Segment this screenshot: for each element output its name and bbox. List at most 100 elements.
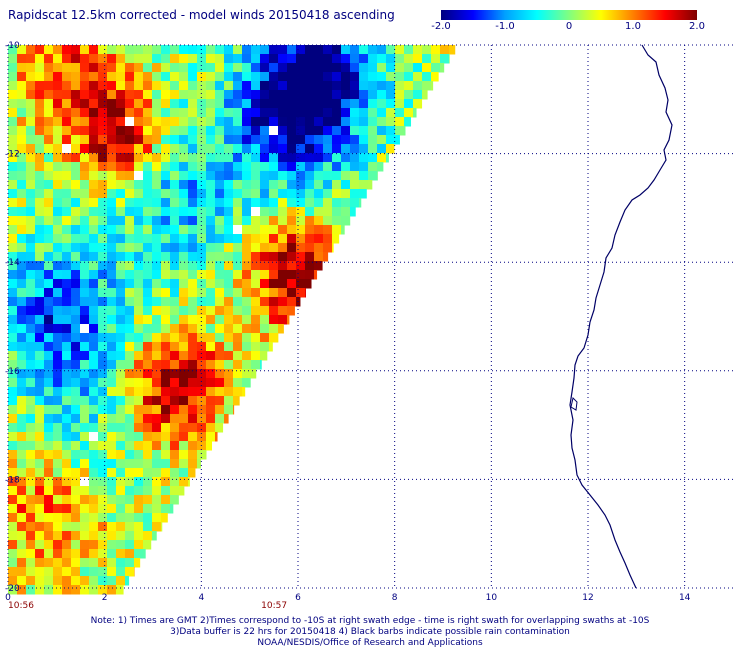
- wind-cell: [341, 45, 351, 55]
- wind-cell: [233, 225, 243, 235]
- wind-cell: [413, 63, 423, 73]
- wind-cell: [80, 567, 90, 577]
- wind-cell: [35, 324, 45, 334]
- wind-cell: [269, 279, 279, 289]
- wind-cell: [332, 225, 342, 235]
- wind-cell: [107, 261, 117, 271]
- wind-cell: [260, 342, 270, 352]
- wind-cell: [8, 315, 18, 325]
- wind-cell: [224, 180, 234, 190]
- wind-cell: [341, 216, 351, 226]
- wind-cell: [107, 387, 117, 397]
- wind-cell: [287, 162, 297, 172]
- wind-cell: [179, 396, 189, 406]
- wind-cell: [62, 54, 72, 64]
- wind-cell: [296, 63, 306, 73]
- wind-cell: [71, 468, 81, 478]
- wind-cell: [287, 126, 297, 136]
- wind-cell: [296, 207, 306, 217]
- wind-cell: [89, 360, 99, 370]
- wind-cell: [107, 549, 117, 559]
- wind-cell: [431, 72, 439, 82]
- wind-cell: [170, 252, 180, 262]
- wind-cell: [26, 522, 36, 532]
- wind-cell: [188, 279, 198, 289]
- wind-cell: [44, 567, 54, 577]
- wind-cell: [161, 144, 171, 154]
- wind-cell: [161, 378, 171, 388]
- wind-cell: [260, 360, 262, 370]
- wind-cell: [251, 135, 261, 145]
- wind-cell: [71, 531, 81, 541]
- wind-cell: [71, 387, 81, 397]
- wind-cell: [188, 63, 198, 73]
- wind-cell: [89, 396, 99, 406]
- wind-cell: [278, 234, 288, 244]
- wind-cell: [125, 198, 135, 208]
- wind-cell: [314, 270, 318, 280]
- wind-cell: [35, 99, 45, 109]
- wind-cell: [233, 54, 243, 64]
- wind-cell: [278, 225, 288, 235]
- wind-cell: [206, 117, 216, 127]
- wind-cell: [71, 45, 81, 55]
- wind-cell: [17, 351, 27, 361]
- wind-cell: [17, 252, 27, 262]
- wind-cell: [53, 486, 63, 496]
- wind-cell: [53, 432, 63, 442]
- wind-cell: [278, 198, 288, 208]
- wind-cell: [17, 558, 27, 568]
- wind-cell: [125, 414, 135, 424]
- wind-cell: [161, 459, 171, 469]
- wind-cell: [89, 99, 99, 109]
- wind-cell: [323, 225, 333, 235]
- wind-cell: [278, 324, 284, 334]
- wind-cell: [296, 252, 306, 262]
- wind-cell: [179, 324, 189, 334]
- wind-cell: [80, 297, 90, 307]
- wind-cell: [161, 54, 171, 64]
- wind-cell: [134, 423, 144, 433]
- wind-cell: [53, 90, 63, 100]
- wind-cell: [71, 135, 81, 145]
- wind-cell: [80, 342, 90, 352]
- wind-cell: [188, 198, 198, 208]
- wind-cell: [152, 378, 162, 388]
- wind-cell: [35, 261, 45, 271]
- wind-cell: [80, 585, 90, 595]
- wind-cell: [341, 198, 351, 208]
- wind-cell: [134, 531, 144, 541]
- wind-cell: [62, 45, 72, 55]
- x-tick-label: 6: [295, 593, 301, 603]
- wind-cell: [224, 378, 234, 388]
- wind-cell: [125, 531, 135, 541]
- wind-cell: [143, 90, 153, 100]
- wind-cell: [17, 162, 27, 172]
- wind-cell: [53, 387, 63, 397]
- wind-cell: [440, 54, 450, 64]
- wind-cell: [71, 549, 81, 559]
- wind-cell: [71, 513, 81, 523]
- wind-cell: [188, 423, 198, 433]
- wind-cell: [125, 126, 135, 136]
- wind-cell: [17, 297, 27, 307]
- wind-cell: [125, 477, 135, 487]
- wind-cell: [332, 117, 342, 127]
- wind-cell: [26, 216, 36, 226]
- wind-cell: [341, 180, 351, 190]
- wind-difference-swath: [8, 45, 456, 595]
- wind-cell: [188, 477, 190, 487]
- wind-cell: [431, 45, 441, 55]
- wind-cell: [206, 153, 216, 163]
- y-tick-label: -10: [5, 41, 20, 51]
- wind-cell: [71, 342, 81, 352]
- wind-cell: [377, 153, 387, 163]
- wind-cell: [206, 99, 216, 109]
- wind-cell: [44, 531, 54, 541]
- wind-cell: [332, 45, 342, 55]
- wind-cell: [287, 279, 297, 289]
- wind-cell: [170, 441, 180, 451]
- wind-cell: [62, 549, 72, 559]
- wind-cell: [206, 270, 216, 280]
- wind-cell: [206, 135, 216, 145]
